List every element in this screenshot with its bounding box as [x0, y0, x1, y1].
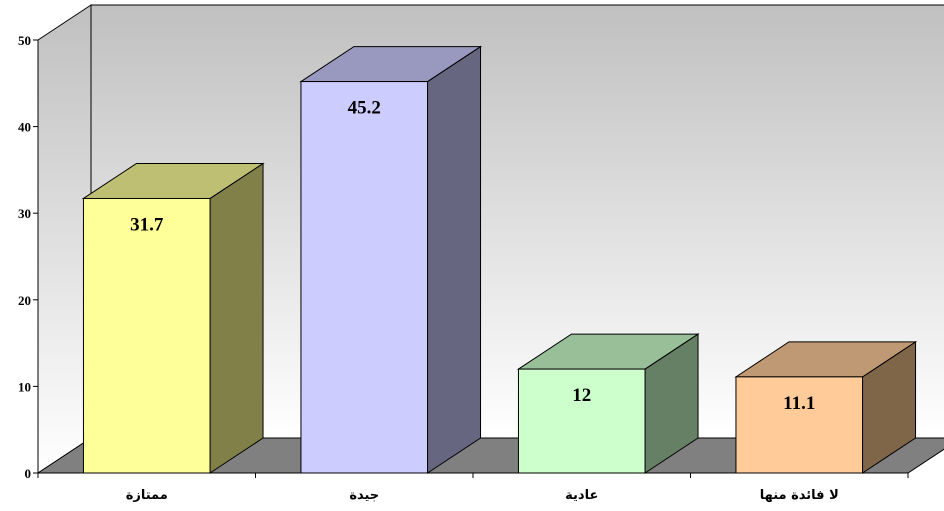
bar-side-face: [427, 45, 482, 474]
bar-front-face: [300, 81, 429, 474]
category-label: ممتازة: [126, 488, 168, 503]
category-label: عادية: [565, 488, 598, 503]
y-tick-label: 0: [25, 466, 32, 481]
category-label: لا فائدة منها: [760, 488, 839, 503]
bar: [299, 45, 483, 474]
bar: [734, 340, 918, 474]
category-label: جيدة: [349, 488, 379, 503]
data-label: 31.7: [130, 214, 164, 235]
bar-front-face: [735, 376, 864, 474]
bar: [516, 333, 700, 474]
y-tick-label: 10: [18, 379, 31, 394]
y-tick-label: 50: [18, 33, 31, 48]
bar-side-face: [209, 162, 264, 474]
data-label: 12: [572, 385, 591, 406]
data-label: 45.2: [348, 98, 381, 119]
data-label: 11.1: [783, 393, 815, 414]
bar: [81, 162, 265, 474]
y-tick-label: 40: [18, 120, 31, 135]
y-tick-label: 20: [18, 293, 31, 308]
bar-front-face: [517, 368, 646, 474]
bar-front-face: [82, 197, 211, 474]
y-tick-label: 30: [18, 206, 31, 221]
